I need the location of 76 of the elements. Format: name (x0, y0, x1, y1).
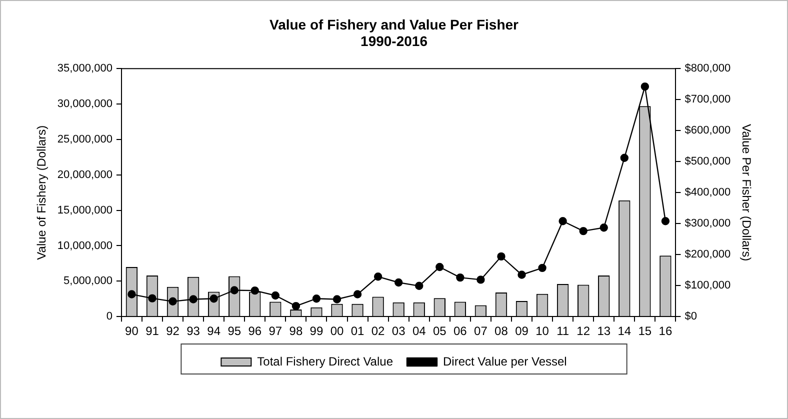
x-tick-label: 01 (350, 324, 365, 338)
point (558, 217, 567, 226)
point (374, 272, 382, 281)
legend-label: Total Fishery Direct Value (257, 354, 394, 368)
point (456, 273, 464, 282)
point (497, 252, 506, 261)
x-tick-label: 96 (248, 324, 262, 338)
y-tick-label: 20,000,000 (57, 168, 112, 181)
x-tick-label: 94 (207, 324, 221, 338)
x-tick-label: 10 (536, 324, 550, 338)
y2-tick-label: $0 (684, 310, 697, 323)
x-tick-label: 12 (576, 324, 590, 338)
x-tick-label: 02 (371, 324, 386, 338)
point (518, 270, 526, 279)
x-tick-label: 90 (125, 324, 139, 338)
x-tick-label: 93 (186, 324, 200, 338)
y-tick-label: 15,000,000 (57, 204, 112, 216)
y2-tick-label: $800,000 (684, 62, 731, 75)
y2-tick-label: $600,000 (684, 124, 731, 137)
x-tick-label: 91 (146, 324, 160, 338)
y2-tick-label: $200,000 (684, 248, 731, 261)
x-tick-label: 09 (515, 324, 529, 338)
x-tick-label: 98 (289, 324, 303, 338)
point (476, 276, 485, 284)
point (210, 294, 218, 303)
point (436, 262, 444, 272)
point (620, 154, 628, 162)
point (128, 290, 136, 298)
y2-tick-label: $100,000 (684, 280, 731, 292)
x-tick-label: 00 (330, 324, 344, 338)
point (292, 302, 300, 310)
point (579, 226, 588, 236)
y-axis-title: Value of Fishery (Dollars) (34, 125, 49, 260)
y2-tick-label: $500,000 (684, 156, 731, 168)
y-tick-label: 25,000,000 (57, 133, 112, 146)
x-tick-label: 08 (494, 324, 508, 338)
x-tick-label: 04 (412, 324, 426, 338)
point (538, 264, 546, 272)
point (148, 294, 156, 302)
x-tick-label: 15 (638, 324, 652, 338)
x-tick-label: 13 (597, 324, 611, 338)
point (332, 295, 342, 304)
point (353, 290, 362, 298)
point (394, 278, 403, 287)
y2-tick-label: $400,000 (684, 186, 731, 199)
y2-tick-label: $300,000 (684, 218, 731, 230)
point (312, 294, 321, 303)
x-tick-label: 06 (453, 324, 468, 338)
y2-tick-label: $700,000 (684, 94, 731, 106)
point (661, 217, 670, 226)
y-tick-label: 35,000,000 (57, 62, 112, 75)
x-tick-label: 03 (392, 324, 406, 338)
x-tick-label: 16 (658, 324, 672, 338)
x-tick-label: 14 (618, 324, 632, 338)
x-tick-label: 11 (556, 324, 570, 338)
chart-subtitle: 1990-2016 (360, 33, 428, 50)
point (189, 295, 198, 304)
point (415, 282, 424, 290)
x-tick-label: 99 (310, 324, 324, 338)
y-tick-label: 10,000,000 (57, 240, 112, 252)
x-tick-label: 95 (228, 324, 242, 338)
y2-axis-title: Value Per Fisher (Dollars) (739, 124, 754, 262)
point (271, 291, 280, 300)
x-tick-label: 97 (268, 324, 282, 338)
point (230, 286, 238, 294)
x-tick-label: 92 (166, 324, 180, 338)
point (600, 224, 608, 232)
legend-label: Direct Value per Vessel (442, 354, 567, 368)
x-tick-label: 07 (474, 324, 488, 338)
point (640, 82, 650, 91)
point (250, 286, 259, 295)
y-tick-label: 5,000,000 (64, 275, 112, 288)
chart-title: Value of Fishery and Value Per Fisher (270, 16, 520, 32)
x-tick-label: 05 (432, 324, 447, 338)
y-tick-label: 30,000,000 (57, 98, 112, 110)
y-tick-label: 0 (106, 310, 112, 323)
